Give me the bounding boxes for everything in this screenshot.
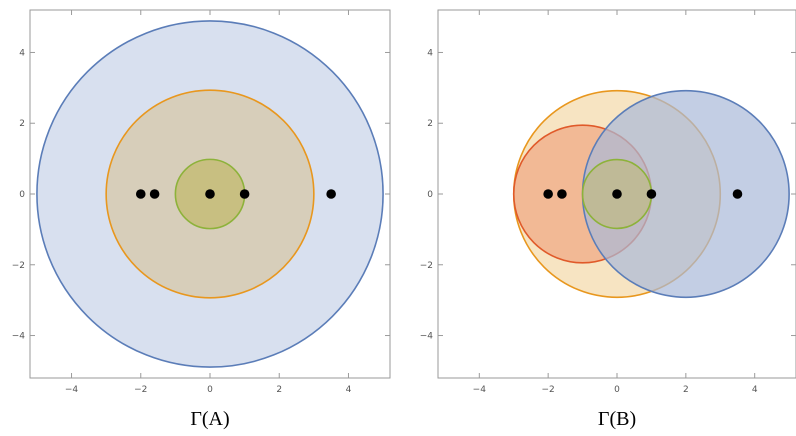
x-tick-label: 4 xyxy=(752,385,758,395)
x-tick-label: −4 xyxy=(473,385,487,395)
y-tick-label: 0 xyxy=(19,190,25,200)
data-point-2 xyxy=(557,189,567,199)
x-tick-label: 0 xyxy=(207,385,213,395)
data-point-4 xyxy=(646,189,657,199)
x-tick-label: −2 xyxy=(134,385,147,395)
ticks-group: −4 −2 0 2 4 −4 −2 0 2 4 xyxy=(420,10,796,395)
data-point-3 xyxy=(205,189,215,199)
data-point-5 xyxy=(326,189,336,199)
x-tick-label: −2 xyxy=(542,385,555,395)
y-tick-label: 4 xyxy=(19,48,25,58)
panel-caption: Γ(A) xyxy=(190,408,229,430)
y-tick-label: 0 xyxy=(427,190,433,200)
data-point-2 xyxy=(149,189,160,199)
x-tick-label: −4 xyxy=(65,385,79,395)
points-group xyxy=(135,189,336,199)
panel-caption: Γ(B) xyxy=(598,408,636,430)
y-tick-label: −2 xyxy=(12,261,25,271)
points-group xyxy=(543,189,743,199)
x-tick-label: 2 xyxy=(683,385,689,395)
panel-gamma-b: −4 −2 0 2 4 −4 −2 0 2 4 Γ(B) xyxy=(420,9,796,430)
data-point-5 xyxy=(732,189,743,199)
data-point-1 xyxy=(543,189,553,199)
y-tick-label: 4 xyxy=(427,48,433,58)
y-tick-label: −2 xyxy=(420,261,433,271)
x-tick-label: 2 xyxy=(276,385,282,395)
x-tick-label: 0 xyxy=(614,385,620,395)
data-point-1 xyxy=(135,189,146,199)
x-tick-label: 4 xyxy=(346,385,352,395)
panel-gamma-a: −4 −2 0 2 4 −4 −2 0 2 4 Γ(A) xyxy=(12,9,391,430)
data-point-4 xyxy=(239,189,250,199)
y-tick-label: 2 xyxy=(19,119,25,129)
y-tick-label: −4 xyxy=(12,332,26,342)
data-point-3 xyxy=(612,189,622,199)
ticks-group: −4 −2 0 2 4 −4 −2 0 2 4 xyxy=(12,10,390,395)
y-tick-label: −4 xyxy=(420,332,434,342)
y-tick-label: 2 xyxy=(427,119,433,129)
